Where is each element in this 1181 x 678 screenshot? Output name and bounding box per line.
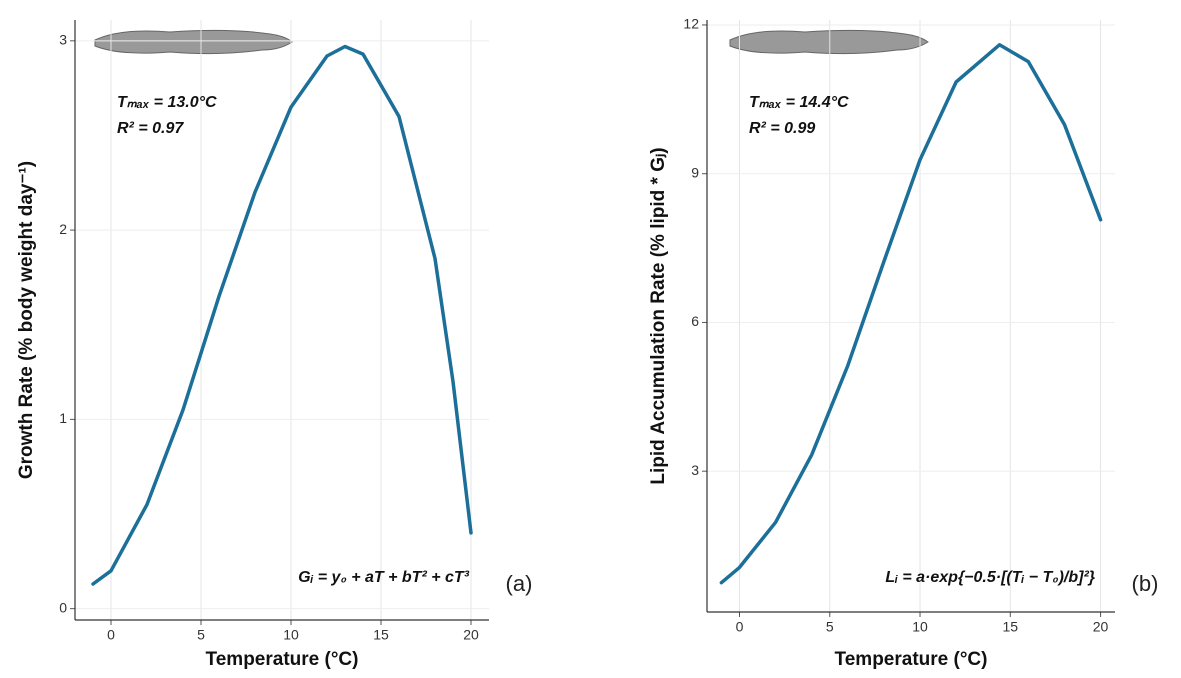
x-axis-title: Temperature (°C) (206, 649, 359, 670)
equation: Lᵢ = a·exp{−0.5·[(Tᵢ − T₀)/b]²} (885, 569, 1095, 586)
annotation: R² = 0.99 (749, 120, 815, 137)
x-tick-label: 20 (1093, 619, 1109, 635)
data-line (719, 43, 1103, 585)
fish-b (729, 29, 929, 55)
equation: Gᵢ = y₀ + aT + bT² + cT³ (298, 569, 470, 586)
x-tick-label: 10 (283, 627, 299, 643)
y-axis-title: Growth Rate (% body weight day⁻¹) (16, 161, 37, 479)
y-tick-label: 1 (59, 410, 67, 426)
y-tick-label: 9 (691, 164, 699, 180)
y-axis-title: Lipid Accumulation Rate (% lipid * Gⱼ) (648, 147, 669, 484)
annotation: Tₘₐₓ = 13.0°C (117, 94, 217, 111)
panel-label: (b) (1132, 571, 1159, 596)
data-line (91, 44, 473, 586)
y-tick-label: 6 (691, 313, 699, 329)
x-tick-label: 0 (107, 627, 115, 643)
x-tick-label: 15 (1003, 619, 1019, 635)
x-tick-label: 5 (826, 619, 834, 635)
x-tick-label: 15 (373, 627, 389, 643)
panel-label: (a) (506, 571, 533, 596)
y-tick-label: 12 (683, 16, 699, 32)
y-tick-label: 2 (59, 221, 67, 237)
x-tick-label: 10 (912, 619, 928, 635)
x-axis-title: Temperature (°C) (835, 649, 988, 670)
y-tick-label: 3 (59, 32, 67, 48)
annotation: Tₘₐₓ = 14.4°C (749, 94, 849, 111)
annotation: R² = 0.97 (117, 120, 184, 137)
y-tick-label: 3 (691, 462, 699, 478)
fish-a (94, 29, 293, 55)
x-tick-label: 5 (197, 627, 205, 643)
x-tick-label: 20 (463, 627, 479, 643)
x-tick-label: 0 (736, 619, 744, 635)
y-tick-label: 0 (59, 599, 67, 615)
